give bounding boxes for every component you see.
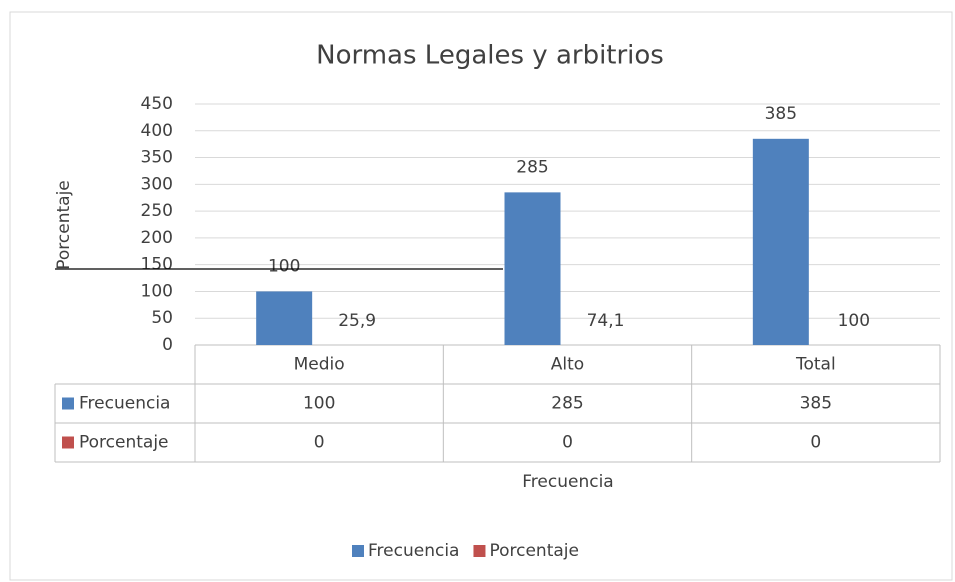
y-tick-label: 400 (141, 121, 173, 141)
x-tick-label: Alto (551, 355, 584, 375)
bar (504, 192, 561, 345)
y-tick-label: 450 (141, 94, 173, 114)
table-row-label: Porcentaje (79, 433, 169, 453)
table-cell: 0 (810, 433, 821, 453)
legend-label: Frecuencia (368, 541, 459, 561)
y-axis-label: Porcentaje (54, 180, 74, 270)
y-tick-label: 300 (141, 174, 173, 194)
table-cell: 0 (562, 433, 573, 453)
annotation: 74,1 (587, 311, 625, 331)
data-label: 285 (516, 157, 548, 177)
chart-title: Normas Legales y arbitrios (316, 41, 664, 71)
table-row-label: Frecuencia (79, 394, 170, 414)
x-axis-label: Frecuencia (522, 472, 613, 492)
table-cell: 285 (551, 394, 583, 414)
y-tick-label: 100 (141, 281, 173, 301)
y-tick-label: 350 (141, 148, 173, 168)
annotation: 100 (838, 311, 870, 331)
y-tick-label: 0 (162, 335, 173, 355)
bar (256, 291, 313, 345)
table-cell: 385 (800, 394, 832, 414)
bar (752, 138, 809, 345)
y-tick-label: 150 (141, 255, 173, 275)
data-label: 100 (268, 256, 300, 276)
table-legend-key (62, 436, 74, 449)
annotation: 25,9 (338, 311, 376, 331)
y-tick-label: 200 (141, 228, 173, 248)
legend-key (473, 545, 486, 557)
legend-label: Porcentaje (489, 541, 579, 561)
table-cell: 0 (314, 433, 325, 453)
table-cell: 100 (303, 394, 335, 414)
data-label: 385 (765, 104, 797, 124)
y-tick-label: 50 (151, 308, 173, 328)
table-legend-key (62, 397, 74, 410)
x-tick-label: Medio (294, 355, 345, 375)
legend-key (352, 545, 364, 557)
y-tick-label: 250 (141, 201, 173, 221)
x-tick-label: Total (795, 355, 836, 375)
